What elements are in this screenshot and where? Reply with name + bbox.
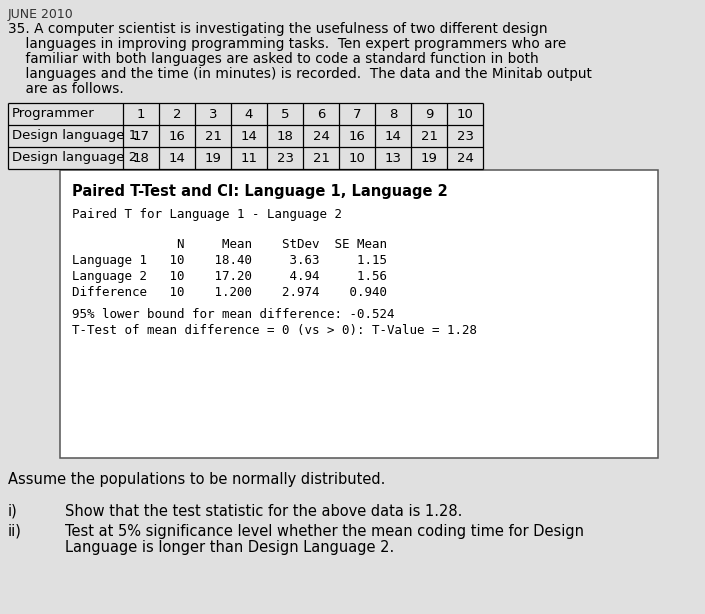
Text: ii): ii)	[8, 524, 22, 539]
Text: 18: 18	[276, 130, 293, 142]
Text: Programmer: Programmer	[12, 107, 94, 120]
Text: 19: 19	[421, 152, 437, 165]
Text: Difference   10    1.200    2.974    0.940: Difference 10 1.200 2.974 0.940	[72, 286, 387, 299]
Text: Design language 2: Design language 2	[12, 152, 137, 165]
Text: 23: 23	[276, 152, 293, 165]
Text: Language is longer than Design Language 2.: Language is longer than Design Language …	[65, 540, 394, 555]
Text: 4: 4	[245, 107, 253, 120]
Text: 13: 13	[384, 152, 402, 165]
Text: 24: 24	[312, 130, 329, 142]
Text: Test at 5% significance level whether the mean coding time for Design: Test at 5% significance level whether th…	[65, 524, 584, 539]
Text: 14: 14	[168, 152, 185, 165]
Bar	[60, 170, 658, 458]
Text: Paired T for Language 1 - Language 2: Paired T for Language 1 - Language 2	[72, 208, 342, 221]
Text: 8: 8	[389, 107, 397, 120]
Text: 3: 3	[209, 107, 217, 120]
Text: 11: 11	[240, 152, 257, 165]
Text: Paired T-Test and CI: Language 1, Language 2: Paired T-Test and CI: Language 1, Langua…	[72, 184, 448, 199]
Text: languages in improving programming tasks.  Ten expert programmers who are: languages in improving programming tasks…	[8, 37, 566, 51]
Text: 14: 14	[384, 130, 401, 142]
Text: 21: 21	[420, 130, 438, 142]
Text: i): i)	[8, 504, 18, 519]
Text: are as follows.: are as follows.	[8, 82, 124, 96]
Text: Show that the test statistic for the above data is 1.28.: Show that the test statistic for the abo…	[65, 504, 462, 519]
Text: familiar with both languages are asked to code a standard function in both: familiar with both languages are asked t…	[8, 52, 539, 66]
Text: 9: 9	[425, 107, 433, 120]
Text: 10: 10	[457, 107, 474, 120]
Text: 5: 5	[281, 107, 289, 120]
Text: 2: 2	[173, 107, 181, 120]
Text: 95% lower bound for mean difference: -0.524: 95% lower bound for mean difference: -0.…	[72, 308, 395, 321]
Text: JUNE 2010: JUNE 2010	[8, 8, 74, 21]
Text: T-Test of mean difference = 0 (vs > 0): T-Value = 1.28: T-Test of mean difference = 0 (vs > 0): …	[72, 324, 477, 337]
Text: Assume the populations to be normally distributed.: Assume the populations to be normally di…	[8, 472, 386, 487]
Text: 24: 24	[457, 152, 474, 165]
Text: 17: 17	[133, 130, 149, 142]
Text: 7: 7	[352, 107, 361, 120]
Text: 14: 14	[240, 130, 257, 142]
Text: 35. A computer scientist is investigating the usefulness of two different design: 35. A computer scientist is investigatin…	[8, 22, 548, 36]
Text: 18: 18	[133, 152, 149, 165]
Text: 19: 19	[204, 152, 221, 165]
Text: 21: 21	[312, 152, 329, 165]
Text: 1: 1	[137, 107, 145, 120]
Text: 16: 16	[168, 130, 185, 142]
Text: Language 2   10    17.20     4.94     1.56: Language 2 10 17.20 4.94 1.56	[72, 270, 387, 283]
Text: 21: 21	[204, 130, 221, 142]
Text: 10: 10	[348, 152, 365, 165]
Text: 23: 23	[457, 130, 474, 142]
Text: languages and the time (in minutes) is recorded.  The data and the Minitab outpu: languages and the time (in minutes) is r…	[8, 67, 592, 81]
Text: 16: 16	[348, 130, 365, 142]
Text: N     Mean    StDev  SE Mean: N Mean StDev SE Mean	[72, 238, 387, 251]
Text: Language 1   10    18.40     3.63     1.15: Language 1 10 18.40 3.63 1.15	[72, 254, 387, 267]
Text: 6: 6	[317, 107, 325, 120]
Text: Design language 1: Design language 1	[12, 130, 137, 142]
